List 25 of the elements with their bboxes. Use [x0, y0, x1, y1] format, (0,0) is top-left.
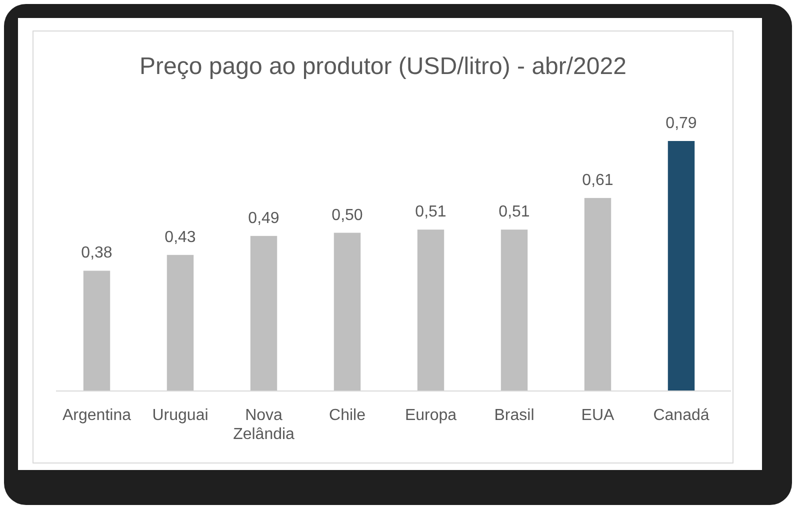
bar	[417, 230, 444, 391]
bar	[584, 198, 612, 391]
x-tick-label: Argentina	[62, 407, 132, 424]
data-label: 0,61	[582, 172, 614, 189]
bar	[668, 141, 695, 391]
data-label: 0,43	[164, 228, 196, 246]
bar	[500, 230, 528, 391]
x-tick-label: Europa	[404, 407, 457, 424]
data-label: 0,51	[415, 204, 446, 221]
bar	[250, 236, 278, 391]
bar	[166, 254, 194, 391]
x-tick-label: Brasil	[494, 407, 534, 424]
bar	[83, 270, 110, 391]
x-tick-label: EUA	[581, 407, 615, 424]
x-tick-label: Nova Zelândia	[233, 407, 295, 443]
data-label: 0,50	[332, 206, 363, 224]
data-label: 0,79	[666, 115, 697, 132]
x-tick-label: Chile	[329, 407, 366, 424]
x-tick-label: Canadá	[653, 407, 710, 424]
data-label: 0,49	[248, 210, 280, 227]
data-label: 0,38	[81, 244, 112, 262]
chart-title: Preço pago ao produtor (USD/litro) - abr/2022	[140, 53, 626, 80]
bar	[334, 232, 361, 391]
data-label: 0,51	[498, 204, 530, 221]
x-tick-label: Uruguai	[152, 407, 208, 424]
